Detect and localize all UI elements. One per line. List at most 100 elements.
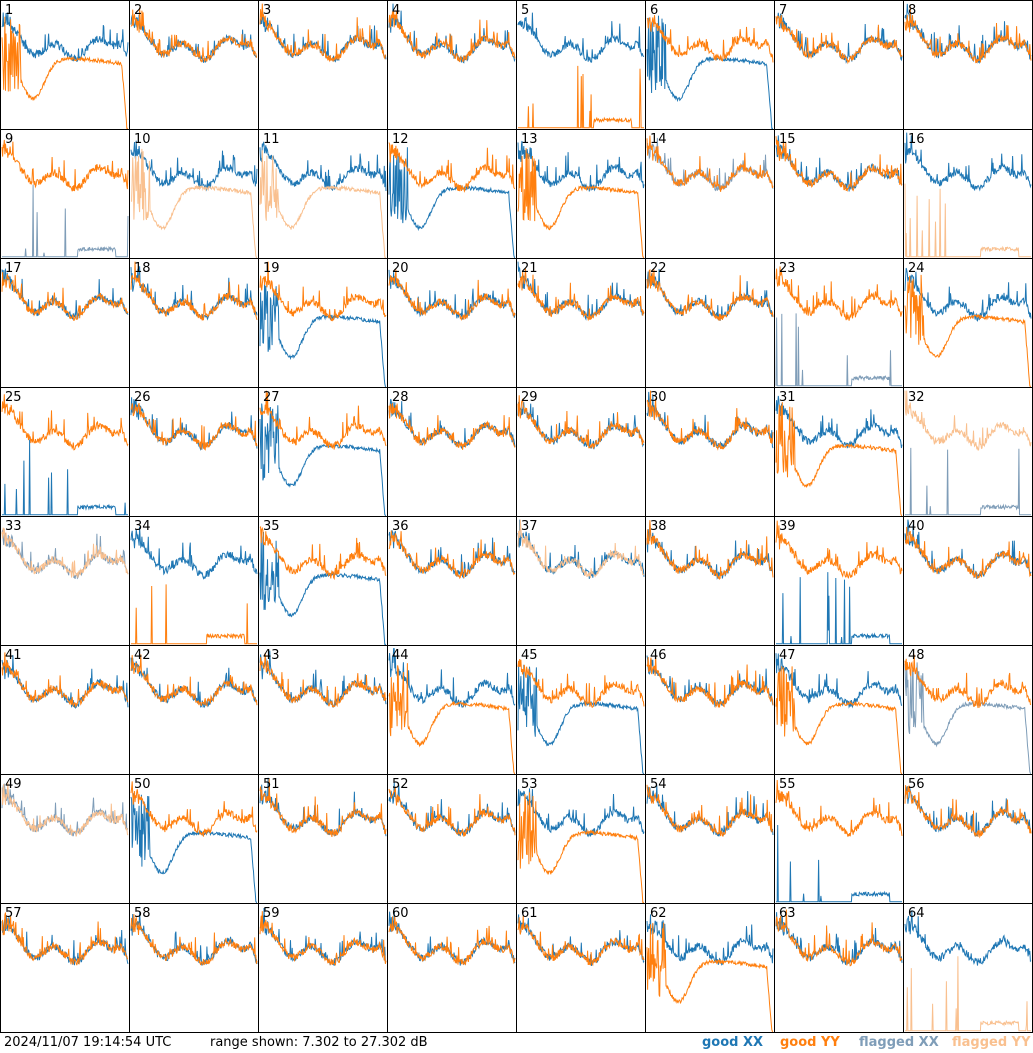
panel-label: 30 <box>650 390 667 405</box>
series-xx-4 <box>388 3 516 64</box>
panel-label: 52 <box>392 777 409 792</box>
panel-plot <box>1 652 129 709</box>
panel-label: 16 <box>908 132 925 147</box>
panel-label: 2 <box>134 3 143 18</box>
series-xx-33 <box>1 529 129 580</box>
panel-51: 51 <box>258 774 388 904</box>
panel-plot <box>646 520 774 581</box>
series-yy-54 <box>646 784 774 838</box>
panel-29: 29 <box>516 387 646 517</box>
panel-plot <box>1 267 129 322</box>
series-yy-51 <box>259 778 387 838</box>
series-xx-6 <box>646 15 773 129</box>
series-yy-10 <box>130 148 257 258</box>
panel-19: 19 <box>258 258 388 388</box>
panel-plot <box>904 132 1032 258</box>
series-xx-29 <box>517 401 645 450</box>
series-xx-8 <box>904 3 1032 65</box>
panel-57: 57 <box>0 903 130 1033</box>
series-xx-23 <box>775 313 902 387</box>
panel-49: 49 <box>0 774 130 904</box>
panel-14: 14 <box>645 129 775 259</box>
panel-plot <box>904 519 1032 580</box>
panel-label: 58 <box>134 906 151 921</box>
panel-label: 3 <box>263 3 272 18</box>
series-xx-16 <box>904 132 1032 192</box>
panel-label: 62 <box>650 906 667 921</box>
series-yy-38 <box>646 520 774 581</box>
series-yy-59 <box>259 911 387 966</box>
panel-label: 10 <box>134 132 151 147</box>
series-yy-39 <box>775 520 903 579</box>
panel-10: 10 <box>129 129 259 259</box>
panel-label: 28 <box>392 390 409 405</box>
series-yy-49 <box>1 782 129 837</box>
panel-plot <box>130 912 258 966</box>
panel-43: 43 <box>258 645 388 775</box>
panel-plot <box>904 654 1032 774</box>
panel-plot <box>775 779 903 903</box>
panel-27: 27 <box>258 387 388 517</box>
panel-46: 46 <box>645 645 775 775</box>
series-yy-63 <box>775 909 903 967</box>
panel-plot <box>130 7 258 63</box>
panel-label: 63 <box>779 906 796 921</box>
panel-label: 41 <box>5 648 22 663</box>
panel-25: 25 <box>0 387 130 517</box>
series-xx-12 <box>388 147 515 258</box>
series-xx-25 <box>2 439 128 516</box>
panel-plot <box>388 648 516 774</box>
series-xx-35 <box>259 531 386 645</box>
series-yy-27 <box>259 390 387 450</box>
series-yy-2 <box>130 7 257 63</box>
panel-label: 56 <box>908 777 925 792</box>
series-yy-3 <box>259 3 387 63</box>
panel-label: 47 <box>779 648 796 663</box>
series-yy-4 <box>388 10 516 63</box>
timestamp: 2024/11/07 19:14:54 UTC <box>4 1035 172 1050</box>
series-yy-40 <box>904 526 1032 580</box>
series-yy-8 <box>904 6 1032 64</box>
range-text: range shown: 7.302 to 27.302 dB <box>210 1035 428 1050</box>
panel-label: 48 <box>908 648 925 663</box>
panel-37: 37 <box>516 516 646 646</box>
panel-label: 25 <box>5 390 22 405</box>
panel-48: 48 <box>903 645 1033 775</box>
panel-plot <box>130 140 258 258</box>
series-xx-22 <box>646 268 774 321</box>
panel-label: 43 <box>263 648 280 663</box>
panel-label: 18 <box>134 261 151 276</box>
panel-39: 39 <box>774 516 904 646</box>
series-yy-23 <box>775 266 903 321</box>
panel-label: 17 <box>5 261 22 276</box>
panel-60: 60 <box>387 903 517 1033</box>
panel-plot <box>517 140 645 258</box>
series-yy-20 <box>388 269 516 321</box>
panel-label: 44 <box>392 648 409 663</box>
panel-plot <box>904 390 1032 516</box>
series-xx-9 <box>2 184 129 258</box>
panel-plot <box>646 135 774 192</box>
panel-plot <box>130 397 258 452</box>
series-yy-36 <box>388 530 516 580</box>
panel-label: 13 <box>521 132 538 147</box>
panel-12: 12 <box>387 129 517 259</box>
series-xx-55 <box>776 824 902 903</box>
panel-2: 2 <box>129 0 259 130</box>
series-yy-30 <box>646 390 774 451</box>
panel-15: 15 <box>774 129 904 259</box>
series-xx-34 <box>130 526 258 580</box>
panel-label: 42 <box>134 648 151 663</box>
panel-plot <box>904 3 1032 65</box>
series-xx-31 <box>775 395 903 449</box>
panel-20: 20 <box>387 258 517 388</box>
series-yy-25 <box>1 394 129 451</box>
panel-35: 35 <box>258 516 388 646</box>
panel-plot <box>775 909 903 967</box>
panel-label: 27 <box>263 390 280 405</box>
series-yy-41 <box>1 652 129 708</box>
panel-plot <box>130 654 258 709</box>
series-xx-1 <box>1 12 129 62</box>
panel-1: 1 <box>0 0 130 130</box>
panel-plot <box>259 907 387 966</box>
